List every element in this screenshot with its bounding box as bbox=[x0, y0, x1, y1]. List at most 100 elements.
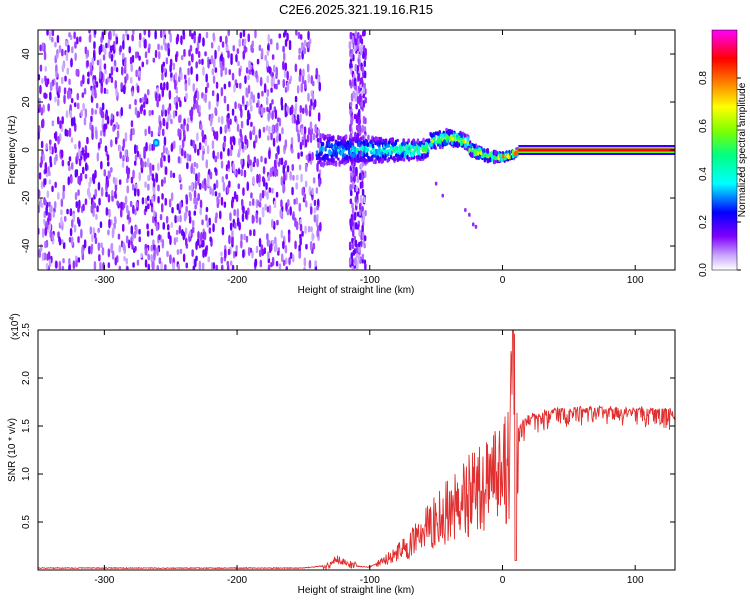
heatmap-cell bbox=[195, 61, 198, 69]
heatmap-cell bbox=[298, 252, 301, 259]
heatmap-cell bbox=[38, 189, 41, 198]
heatmap-cell bbox=[357, 140, 361, 147]
heatmap-cell bbox=[396, 146, 399, 152]
heatmap-cell bbox=[103, 169, 106, 177]
heatmap-cell bbox=[209, 236, 212, 242]
heatmap-cell bbox=[350, 176, 353, 183]
heatmap-cell bbox=[246, 118, 250, 126]
heatmap-cell bbox=[341, 157, 344, 163]
heatmap-cell bbox=[210, 115, 213, 123]
heatmap-cell bbox=[130, 176, 134, 184]
heatmap-cell bbox=[161, 152, 164, 158]
heatmap-cell bbox=[48, 201, 51, 207]
heatmap-cell bbox=[167, 224, 170, 231]
heatmap-cell bbox=[134, 246, 137, 252]
heatmap-cell bbox=[100, 36, 103, 44]
heatmap-cell bbox=[231, 230, 234, 237]
heatmap-cell bbox=[299, 218, 302, 226]
heatmap-cell bbox=[132, 204, 135, 215]
heatmap-cell bbox=[258, 238, 262, 248]
heatmap-cell bbox=[345, 154, 349, 161]
heatmap-cell bbox=[148, 145, 151, 152]
heatmap-cell bbox=[103, 63, 107, 70]
heatmap-cell bbox=[51, 36, 54, 43]
heatmap-cell bbox=[238, 137, 241, 147]
heatmap-cell bbox=[252, 95, 255, 103]
heatmap-cell bbox=[240, 158, 243, 166]
heatmap-cell bbox=[143, 30, 146, 36]
heatmap-cell bbox=[240, 239, 243, 249]
heatmap-cell bbox=[354, 63, 357, 72]
heatmap-cell bbox=[57, 116, 60, 125]
heatmap-cell bbox=[359, 194, 363, 202]
heatmap-cell bbox=[281, 127, 284, 135]
heatmap-cell bbox=[335, 155, 338, 159]
heatmap-cell bbox=[393, 155, 396, 162]
heatmap-cell bbox=[169, 235, 172, 246]
heatmap-cell bbox=[88, 30, 91, 34]
heatmap-cell bbox=[57, 192, 60, 200]
heatmap-cell bbox=[410, 157, 413, 161]
heatmap-cell bbox=[220, 67, 223, 78]
heatmap-cell bbox=[354, 39, 358, 46]
heatmap-cell bbox=[315, 150, 319, 155]
spectrogram-xtick-label-2: -100 bbox=[360, 275, 380, 286]
heatmap-cell bbox=[301, 230, 304, 237]
heatmap-cell bbox=[157, 184, 160, 192]
heatmap-cell bbox=[254, 258, 257, 267]
heatmap-cell bbox=[100, 242, 103, 248]
heatmap-cell bbox=[158, 234, 161, 241]
heatmap-cell bbox=[230, 56, 233, 66]
heatmap-cell bbox=[128, 46, 131, 54]
heatmap-cell bbox=[175, 53, 178, 63]
heatmap-cell bbox=[156, 264, 159, 270]
snr-series bbox=[38, 330, 675, 570]
heatmap-cell bbox=[193, 189, 197, 199]
heatmap-cell bbox=[201, 180, 205, 189]
heatmap-cell bbox=[227, 248, 231, 256]
heatmap-cell bbox=[249, 131, 252, 141]
heatmap-cell bbox=[366, 147, 369, 152]
heatmap-cell bbox=[69, 110, 72, 118]
heatmap-cell bbox=[284, 244, 288, 254]
heatmap-cell bbox=[244, 134, 247, 145]
heatmap-cell bbox=[441, 133, 445, 139]
heatmap-cell bbox=[138, 39, 142, 49]
heatmap-cell bbox=[125, 30, 128, 37]
heatmap-cell bbox=[378, 150, 381, 155]
heatmap-cell bbox=[141, 61, 144, 68]
heatmap-cell bbox=[91, 107, 94, 116]
heatmap-cell bbox=[149, 162, 152, 172]
heatmap-cell bbox=[205, 86, 208, 94]
heatmap-cell bbox=[110, 53, 114, 62]
heatmap-cell bbox=[40, 181, 44, 190]
heatmap-cell bbox=[255, 134, 258, 144]
heatmap-cell bbox=[363, 243, 366, 249]
heatmap-cell bbox=[82, 74, 85, 85]
heatmap-cell bbox=[87, 187, 91, 197]
heatmap-cell bbox=[80, 80, 83, 87]
heatmap-cell bbox=[51, 120, 55, 127]
heatmap-cell bbox=[224, 67, 228, 76]
spectrogram-ytick-label-4: 40 bbox=[21, 48, 32, 60]
heatmap-cell bbox=[482, 154, 485, 158]
heatmap-cell bbox=[132, 127, 135, 135]
heatmap-cell bbox=[266, 75, 269, 84]
heatmap-cell bbox=[196, 104, 200, 114]
heatmap-cell bbox=[240, 233, 243, 241]
heatmap-cell bbox=[204, 247, 207, 257]
heatmap-cell bbox=[252, 125, 256, 136]
heatmap-cell bbox=[193, 210, 196, 216]
heatmap-cell bbox=[86, 60, 89, 68]
heatmap-cell bbox=[243, 169, 247, 178]
heatmap-cell bbox=[270, 132, 273, 141]
heatmap-cell bbox=[213, 58, 216, 69]
snr-ytick-label-2: 1.5 bbox=[21, 419, 32, 433]
heatmap-cell bbox=[196, 91, 200, 101]
heatmap-cell bbox=[155, 223, 159, 231]
heatmap-cell bbox=[122, 40, 125, 50]
heatmap-cell bbox=[169, 254, 172, 262]
heatmap-cell bbox=[266, 191, 269, 200]
heatmap-cell bbox=[187, 67, 190, 76]
heatmap-cell bbox=[197, 172, 201, 179]
